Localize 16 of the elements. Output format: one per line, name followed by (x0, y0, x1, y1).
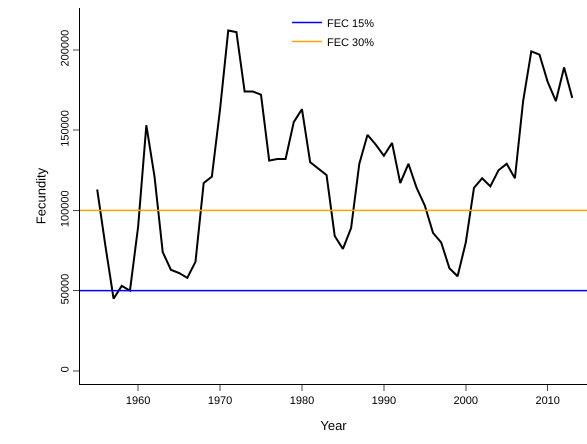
x-tick-label: 1980 (290, 395, 314, 408)
x-tick-label: 1960 (126, 395, 150, 408)
legend-label: FEC 30% (327, 36, 374, 49)
x-tick-label: 2010 (535, 395, 560, 408)
y-tick-label: 100000 (60, 190, 72, 228)
y-axis-title: Fecundity (34, 167, 49, 224)
x-tick-label: 1970 (208, 395, 232, 408)
y-tick-label: 50000 (60, 274, 72, 304)
line-series (96, 29, 574, 300)
x-tick-label: 1990 (372, 395, 396, 408)
y-tick-label: 150000 (60, 110, 72, 147)
legend-label: FEC 15% (327, 18, 374, 30)
y-tick-label: 0 (60, 366, 72, 372)
x-axis-title: Year (320, 418, 348, 433)
x-tick-label: 2000 (454, 395, 478, 408)
y-tick-label: 200000 (60, 30, 72, 66)
